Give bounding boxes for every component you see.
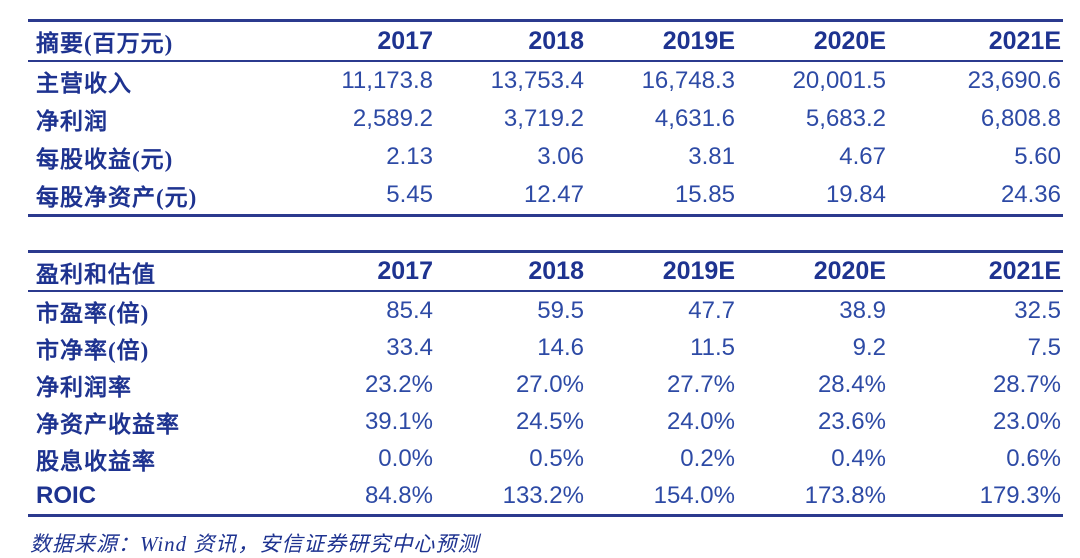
cell-value: 20,001.5 (792, 67, 886, 94)
cell-value: 85.4 (386, 296, 433, 324)
table-row-net-profit: 净利润 2,589.2 3,719.2 4,631.6 5,683.2 6,80… (28, 100, 1063, 138)
cell-value: 2,589.2 (352, 105, 433, 132)
cell-value: 11,173.8 (341, 67, 433, 94)
cell-value: 5,683.2 (805, 105, 886, 132)
cell-value: 11.5 (690, 333, 735, 361)
cell-value: 0.5% (529, 444, 584, 472)
data-source-note: 数据来源：Wind 资讯，安信证券研究中心预测 (30, 532, 480, 556)
summary-table-title: 摘要(百万元) (28, 20, 308, 62)
column-header-2020e: 2020E (761, 20, 912, 62)
table-gap (28, 217, 1063, 250)
cell-value: 33.4 (386, 333, 433, 361)
cell-value: 12.47 (523, 181, 584, 208)
cell-value: 24.5% (515, 407, 584, 435)
cell-value: 154.0% (653, 481, 735, 509)
cell-value: 5.60 (1014, 143, 1061, 170)
cell-value: 38.9 (839, 296, 886, 324)
summary-table: 摘要(百万元) 2017 2018 2019E 2020E 2021E 主营收入… (28, 19, 1063, 217)
summary-header-row: 摘要(百万元) 2017 2018 2019E 2020E 2021E (28, 20, 1063, 62)
column-header-2019e: 2019E (610, 251, 761, 292)
cell-value: 47.7 (688, 296, 735, 324)
cell-value: 24.36 (1000, 181, 1061, 208)
column-header-2019e: 2019E (610, 20, 761, 62)
column-header-2018: 2018 (459, 251, 610, 292)
cell-value: 133.2% (502, 481, 584, 509)
table-row-pe: 市盈率(倍) 85.4 59.5 47.7 38.9 32.5 (28, 291, 1063, 329)
row-label: 每股净资产(元) (36, 185, 198, 210)
cell-value: 2.13 (386, 143, 433, 170)
cell-value: 28.7% (992, 370, 1061, 398)
table-row-revenue: 主营收入 11,173.8 13,753.4 16,748.3 20,001.5… (28, 61, 1063, 100)
row-label: 市净率(倍) (36, 337, 150, 363)
cell-value: 0.4% (831, 444, 886, 472)
table-row-bvps: 每股净资产(元) 5.45 12.47 15.85 19.84 24.36 (28, 176, 1063, 216)
table-row-roe: 净资产收益率 39.1% 24.5% 24.0% 23.6% 23.0% (28, 403, 1063, 440)
cell-value: 59.5 (537, 296, 584, 324)
cell-value: 5.45 (386, 181, 433, 208)
cell-value: 9.2 (852, 333, 886, 361)
cell-value: 0.0% (378, 444, 433, 472)
cell-value: 7.5 (1027, 333, 1061, 361)
cell-value: 13,753.4 (490, 67, 584, 94)
cell-value: 24.0% (666, 407, 735, 435)
row-label: 市盈率(倍) (36, 300, 150, 326)
cell-value: 179.3% (979, 481, 1061, 509)
column-header-2021e: 2021E (912, 251, 1063, 292)
cell-value: 3.06 (537, 143, 584, 170)
cell-value: 84.8% (364, 481, 433, 509)
cell-value: 16,748.3 (641, 67, 735, 94)
column-header-2021e: 2021E (912, 20, 1063, 62)
cell-value: 27.7% (666, 370, 735, 398)
cell-value: 23.6% (817, 407, 886, 435)
cell-value: 28.4% (817, 370, 886, 398)
table-row-dividend-yield: 股息收益率 0.0% 0.5% 0.2% 0.4% 0.6% (28, 440, 1063, 477)
column-header-2018: 2018 (459, 20, 610, 62)
table-row-eps: 每股收益(元) 2.13 3.06 3.81 4.67 5.60 (28, 138, 1063, 176)
cell-value: 0.2% (680, 444, 735, 472)
cell-value: 14.6 (537, 333, 584, 361)
cell-value: 173.8% (804, 481, 886, 509)
cell-value: 23.2% (364, 370, 433, 398)
cell-value: 0.6% (1006, 444, 1061, 472)
row-label: 股息收益率 (36, 448, 156, 474)
cell-value: 3.81 (688, 143, 735, 170)
valuation-table: 盈利和估值 2017 2018 2019E 2020E 2021E 市盈率(倍)… (28, 250, 1063, 517)
row-label: 净利润率 (36, 374, 132, 400)
row-label: 净资产收益率 (36, 411, 180, 437)
cell-value: 23,690.6 (967, 67, 1061, 94)
column-header-2017: 2017 (308, 20, 459, 62)
cell-value: 15.85 (674, 181, 735, 208)
cell-value: 19.84 (825, 181, 886, 208)
row-label: 主营收入 (36, 71, 132, 96)
cell-value: 6,808.8 (980, 105, 1061, 132)
cell-value: 32.5 (1014, 296, 1061, 324)
valuation-header-row: 盈利和估值 2017 2018 2019E 2020E 2021E (28, 251, 1063, 292)
cell-value: 27.0% (515, 370, 584, 398)
cell-value: 4.67 (839, 143, 886, 170)
table-row-pb: 市净率(倍) 33.4 14.6 11.5 9.2 7.5 (28, 329, 1063, 366)
cell-value: 3,719.2 (503, 105, 584, 132)
row-label: 净利润 (36, 109, 108, 134)
row-label: 每股收益(元) (36, 147, 174, 172)
valuation-table-title: 盈利和估值 (28, 251, 308, 292)
table-row-net-margin: 净利润率 23.2% 27.0% 27.7% 28.4% 28.7% (28, 366, 1063, 403)
table-row-roic: ROIC 84.8% 133.2% 154.0% 173.8% 179.3% (28, 477, 1063, 516)
column-header-2020e: 2020E (761, 251, 912, 292)
cell-value: 23.0% (992, 407, 1061, 435)
cell-value: 39.1% (364, 407, 433, 435)
cell-value: 4,631.6 (654, 105, 735, 132)
row-label: ROIC (36, 481, 96, 509)
column-header-2017: 2017 (308, 251, 459, 292)
